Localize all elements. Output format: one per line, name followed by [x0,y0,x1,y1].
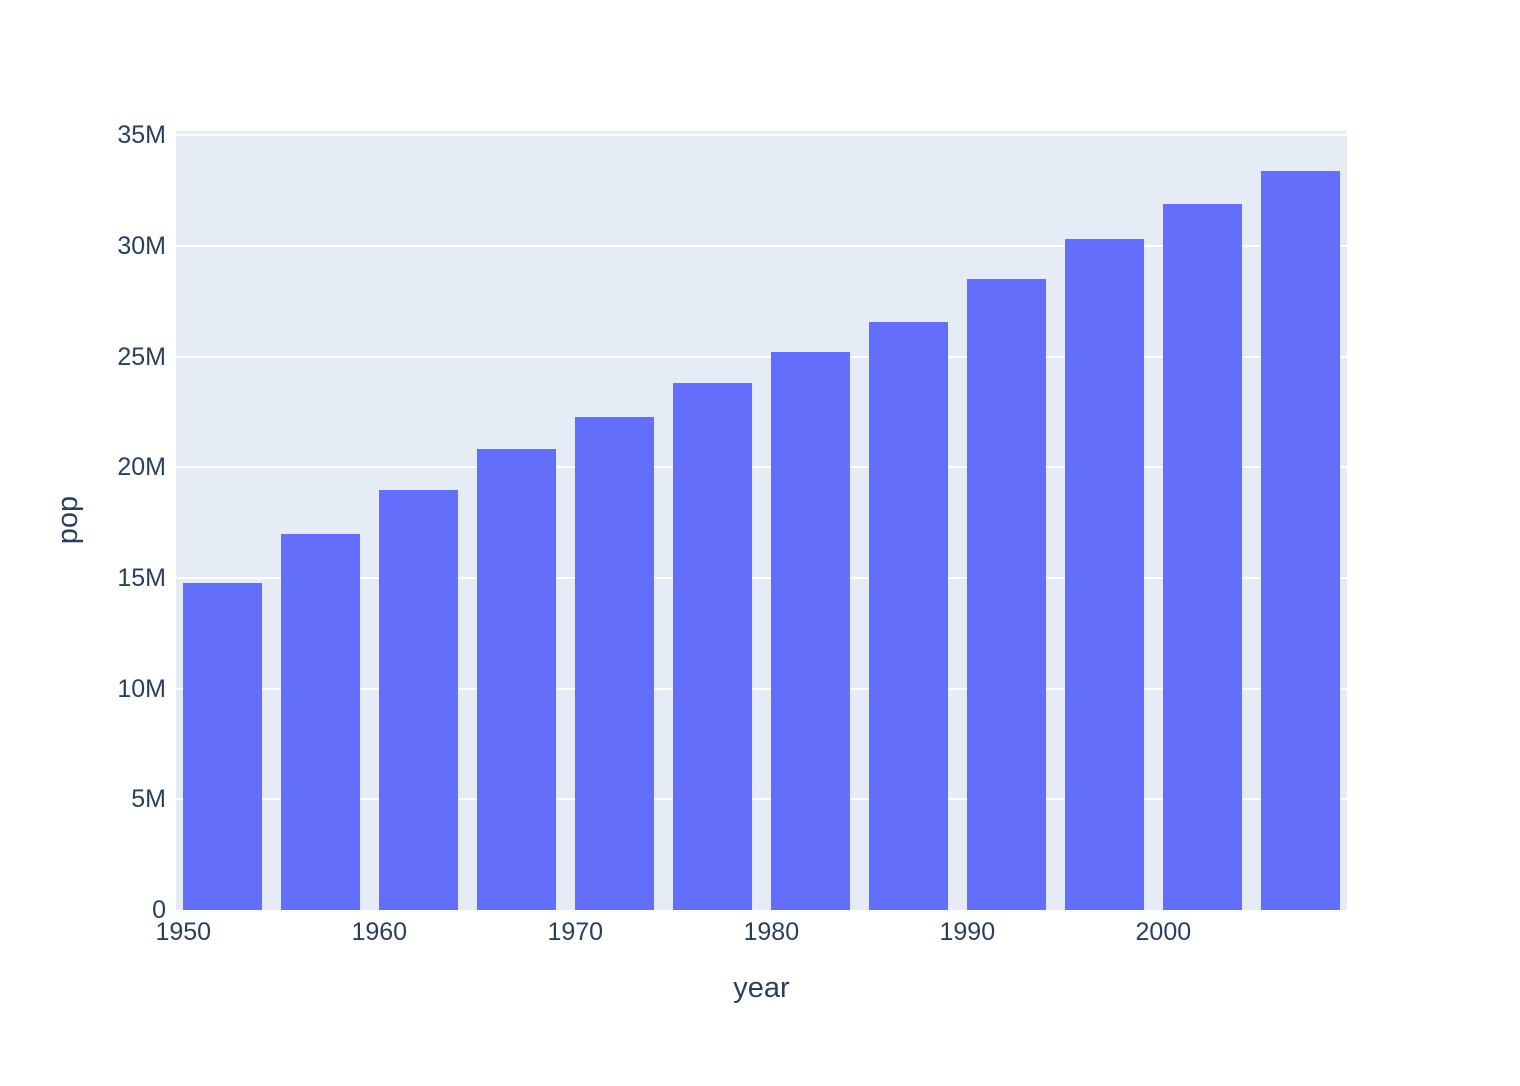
y-tick-label-30M: 30M [117,232,166,261]
bar-1987[interactable] [869,322,948,910]
x-tick-label-1980: 1980 [743,918,800,946]
y-tick-label-35M: 35M [117,121,166,150]
gridline-y-5M [176,798,1347,800]
x-tick-label-2000: 2000 [1135,918,1192,946]
gridline-y-35M [176,134,1347,136]
bar-2002[interactable] [1163,204,1242,910]
bar-1952[interactable] [183,582,262,910]
bar-2007[interactable] [1261,171,1340,910]
x-axis-title: year [733,972,790,1004]
bar-1997[interactable] [1065,239,1144,910]
gridline-y-30M [176,245,1347,247]
y-tick-label-0: 0 [152,896,166,924]
y-tick-label-10M: 10M [117,674,166,703]
bar-1977[interactable] [673,383,752,910]
x-tick-label-1990: 1990 [939,918,996,946]
y-tick-label-20M: 20M [117,453,166,482]
bar-1982[interactable] [771,352,850,910]
y-tick-label-15M: 15M [117,564,166,593]
bar-1957[interactable] [281,533,360,910]
x-tick-label-1950: 1950 [155,918,212,946]
x-tick-label-1970: 1970 [547,918,604,946]
gridline-y-25M [176,356,1347,358]
y-tick-label-5M: 5M [131,785,166,814]
bar-1962[interactable] [379,489,458,910]
x-tick-label-1960: 1960 [351,918,408,946]
y-axis-title: pop [52,495,84,545]
bar-1967[interactable] [477,449,556,910]
gridline-y-10M [176,688,1347,690]
y-tick-label-25M: 25M [117,342,166,371]
gridline-y-20M [176,466,1347,468]
bar-1992[interactable] [967,278,1046,910]
gridline-y-15M [176,577,1347,579]
plot-area [176,131,1347,910]
bar-1972[interactable] [575,416,654,910]
